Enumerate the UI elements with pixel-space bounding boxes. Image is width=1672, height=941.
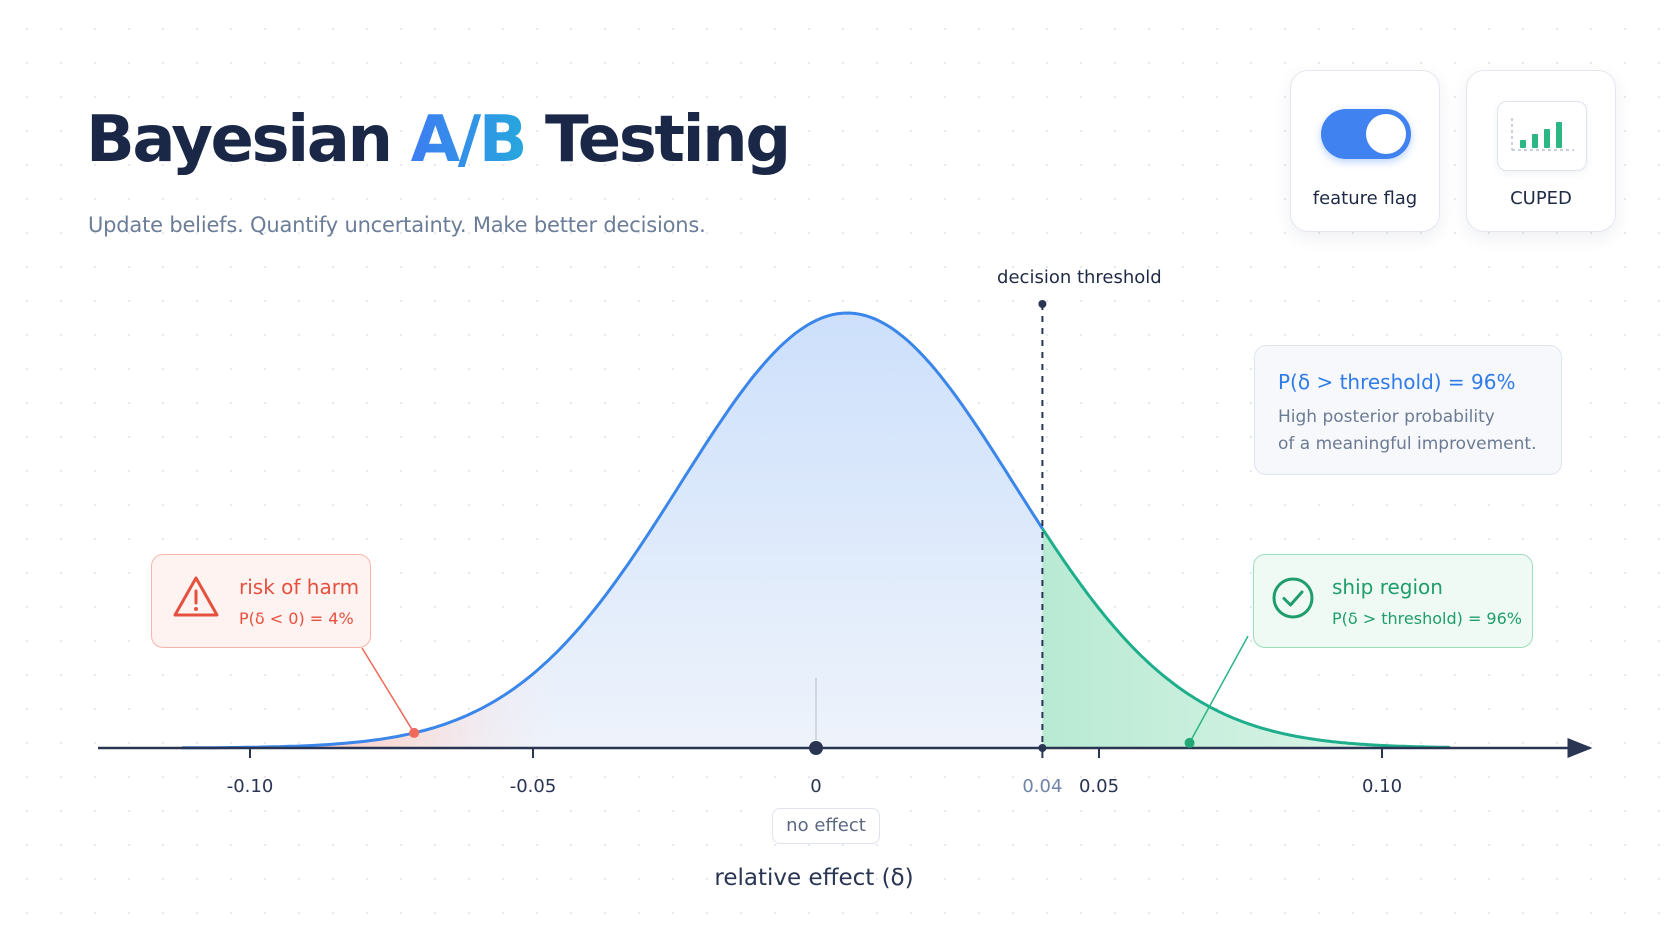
title-prefix: Bayesian <box>86 103 411 177</box>
x-tick-label: 0.04 <box>1022 776 1062 797</box>
cuped-card[interactable]: CUPED <box>1466 70 1616 232</box>
ship-title: ship region <box>1332 575 1443 599</box>
harm-callout-leader <box>361 647 415 734</box>
harm-callout-point <box>409 727 420 738</box>
x-tick-label: -0.05 <box>510 776 557 797</box>
warning-triangle-icon <box>173 576 219 617</box>
posterior-summary-callout: P(δ > threshold) = 96% High posterior pr… <box>1254 345 1562 475</box>
posterior-area <box>182 313 1043 748</box>
risk-of-harm-callout: risk of harm P(δ < 0) = 4% <box>151 554 371 648</box>
harm-region-area <box>182 647 562 748</box>
page-title: Bayesian A/B Testing <box>86 103 791 178</box>
summary-line-2: of a meaningful improvement. <box>1278 434 1537 454</box>
threshold-label: decision threshold <box>997 267 1162 288</box>
x-tick-label: 0 <box>810 776 821 797</box>
x-axis-label: relative effect (δ) <box>714 865 913 891</box>
toggle-knob <box>1366 114 1406 154</box>
x-tick-label: 0.05 <box>1079 776 1119 797</box>
ship-region-area <box>1042 528 1450 748</box>
ship-probability: P(δ > threshold) = 96% <box>1332 609 1522 628</box>
bar-chart-icon <box>1497 101 1587 171</box>
x-tick-label: -0.10 <box>227 776 274 797</box>
cuped-label: CUPED <box>1510 188 1572 209</box>
ship-callout-point <box>1184 737 1195 748</box>
ship-region-callout: ship region P(δ > threshold) = 96% <box>1253 554 1533 648</box>
harm-probability: P(δ < 0) = 4% <box>239 609 354 628</box>
title-suffix: Testing <box>525 103 791 177</box>
posterior-curve-tail <box>1041 527 1450 749</box>
threshold-axis-marker <box>1038 744 1047 752</box>
summary-line-1: High posterior probability <box>1278 407 1495 427</box>
summary-title: P(δ > threshold) = 96% <box>1278 370 1516 394</box>
x-tick-label: 0.10 <box>1362 776 1402 797</box>
harm-title: risk of harm <box>239 575 360 599</box>
feature-flag-label: feature flag <box>1312 188 1418 209</box>
toggle-switch-icon[interactable] <box>1321 109 1411 159</box>
threshold-marker <box>1038 300 1047 308</box>
ship-callout-leader <box>1188 635 1249 744</box>
title-accent: A/B <box>410 103 528 177</box>
page-subtitle: Update beliefs. Quantify uncertainty. Ma… <box>88 213 706 237</box>
no-effect-label: no effect <box>772 808 880 844</box>
x-axis-ticks: -0.10 -0.05 0 0.04 0.05 0.10 <box>227 744 1402 797</box>
feature-flag-card[interactable]: feature flag <box>1290 70 1440 232</box>
no-effect-marker <box>809 741 823 755</box>
posterior-curve <box>182 311 1044 750</box>
check-circle-icon <box>1272 577 1314 619</box>
